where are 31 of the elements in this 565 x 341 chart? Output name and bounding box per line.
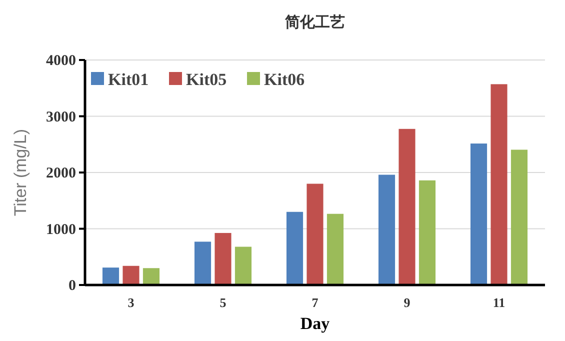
- x-axis-title: Day: [300, 314, 330, 333]
- bar: [102, 268, 120, 285]
- y-tick-label: 4000: [46, 53, 76, 69]
- bar: [194, 242, 212, 285]
- bar: [286, 212, 304, 285]
- x-tick-label: 5: [220, 295, 227, 310]
- bar: [326, 214, 344, 285]
- bar: [378, 174, 396, 285]
- bar: [306, 184, 324, 285]
- bar: [510, 150, 528, 285]
- bar: [398, 128, 416, 285]
- y-axis-title: Titer (mg/L): [11, 128, 30, 216]
- y-tick-label: 0: [68, 278, 76, 294]
- bar: [490, 84, 508, 285]
- x-tick-label: 7: [312, 295, 319, 310]
- bar: [470, 144, 488, 285]
- bar: [122, 266, 140, 285]
- y-tick-label: 1000: [46, 222, 76, 238]
- legend-label: Kit05: [186, 70, 227, 89]
- bar: [214, 232, 232, 285]
- y-tick-label: 2000: [46, 166, 76, 182]
- legend-label: Kit06: [264, 70, 305, 89]
- bar: [142, 268, 160, 285]
- bar: [418, 180, 436, 285]
- y-tick-label: 3000: [46, 109, 76, 126]
- x-tick-label: 11: [492, 295, 506, 310]
- bar: [234, 246, 252, 285]
- x-tick-label: 9: [404, 295, 411, 310]
- x-tick-label: 3: [128, 295, 135, 310]
- chart-title: 简化工艺: [284, 14, 345, 31]
- legend-label: Kit01: [108, 70, 149, 89]
